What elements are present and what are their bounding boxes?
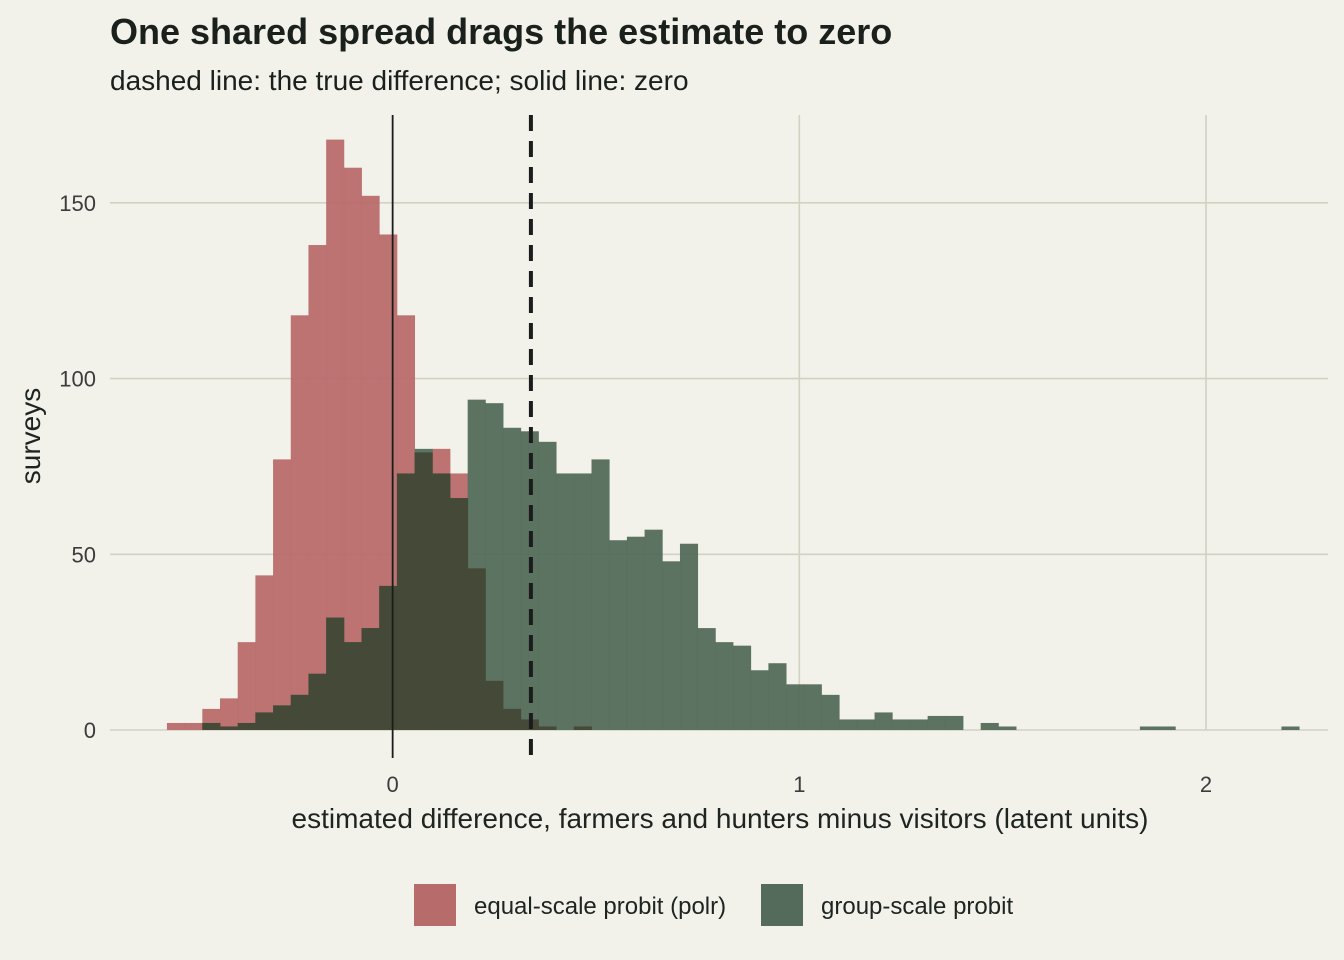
- bar-overlap: [467, 568, 486, 730]
- x-tick-label: 0: [387, 772, 399, 797]
- bar-overlap: [237, 722, 256, 730]
- legend-swatch-equal-scale: [414, 884, 456, 926]
- bar-group-scale: [821, 694, 840, 730]
- bar-overlap: [414, 452, 433, 730]
- bar-overlap: [396, 473, 416, 730]
- bar-equal-scale: [326, 139, 345, 731]
- bar-group-scale: [503, 427, 522, 730]
- bar-group-scale: [803, 684, 822, 730]
- bar-group-scale: [556, 473, 575, 730]
- bar-group-scale: [1157, 726, 1176, 730]
- x-axis-title: estimated difference, farmers and hunter…: [292, 803, 1149, 834]
- bar-group-scale: [538, 441, 557, 730]
- bar-group-scale: [980, 722, 999, 730]
- bar-equal-scale: [308, 245, 327, 730]
- bar-overlap: [379, 585, 398, 730]
- bar-group-scale: [892, 719, 911, 730]
- bar-group-scale: [520, 431, 539, 730]
- tick-labels: 0 50 100 150 0 1 2: [59, 191, 1212, 797]
- x-tick-label: 2: [1200, 772, 1212, 797]
- bar-equal-scale: [220, 698, 239, 730]
- bar-group-scale: [856, 719, 875, 730]
- reference-lines: [391, 115, 533, 758]
- bar-overlap: [202, 722, 221, 730]
- bar-equal-scale: [255, 575, 274, 730]
- bar-group-scale: [998, 726, 1017, 730]
- bar-group-scale: [697, 628, 716, 730]
- bar-overlap: [449, 498, 469, 730]
- bar-group-scale: [679, 543, 699, 730]
- y-tick-label: 150: [59, 191, 96, 216]
- bar-group-scale: [786, 684, 805, 730]
- legend: equal-scale probit (polr) group-scale pr…: [414, 884, 1013, 926]
- bar-group-scale: [485, 403, 504, 730]
- bar-overlap: [273, 705, 292, 730]
- chart-subtitle: dashed line: the true difference; solid …: [110, 65, 689, 96]
- bar-overlap: [361, 628, 380, 730]
- bar-equal-scale: [184, 722, 203, 730]
- bar-group-scale: [750, 670, 769, 730]
- bar-overlap: [326, 617, 345, 730]
- bar-group-scale: [626, 536, 645, 730]
- bar-group-scale: [768, 663, 787, 730]
- legend-label-equal-scale: equal-scale probit (polr): [474, 893, 726, 920]
- y-axis-title: surveys: [15, 388, 46, 484]
- x-tick-label: 1: [793, 772, 805, 797]
- bar-equal-scale: [237, 642, 256, 730]
- y-tick-label: 50: [72, 542, 96, 567]
- bar-group-scale: [591, 459, 610, 730]
- bar-equal-scale: [166, 722, 186, 730]
- bar-overlap: [308, 673, 327, 730]
- bar-group-scale: [662, 561, 681, 730]
- bar-equal-scale: [273, 459, 292, 730]
- bar-overlap: [538, 726, 557, 730]
- bar-equal-scale: [343, 167, 362, 730]
- bar-overlap: [220, 726, 239, 730]
- bar-group-scale: [733, 645, 752, 730]
- bar-overlap: [432, 473, 451, 730]
- bar-group-scale: [573, 473, 592, 730]
- bar-group-scale: [609, 540, 628, 730]
- bar-group-scale: [874, 712, 893, 730]
- bar-overlap: [485, 680, 504, 730]
- bar-group-scale: [927, 715, 946, 730]
- bar-group-scale: [1139, 726, 1159, 730]
- bar-group-scale: [945, 715, 964, 730]
- legend-label-group-scale: group-scale probit: [821, 893, 1013, 920]
- bar-group-scale: [1281, 726, 1300, 730]
- bar-group-scale: [909, 719, 929, 730]
- bar-overlap: [503, 708, 522, 730]
- bar-group-scale: [839, 719, 858, 730]
- bar-overlap: [343, 642, 362, 730]
- bar-equal-scale: [361, 195, 380, 731]
- bar-group-scale: [644, 529, 663, 730]
- y-tick-label: 0: [84, 718, 96, 743]
- chart-title: One shared spread drags the estimate to …: [110, 11, 892, 52]
- bar-group-scale: [715, 642, 734, 730]
- bar-overlap: [573, 726, 592, 730]
- bar-overlap: [290, 694, 309, 730]
- bar-overlap: [255, 712, 274, 730]
- bar-equal-scale: [290, 315, 309, 730]
- histogram-bars: [166, 139, 1300, 731]
- y-tick-label: 100: [59, 367, 96, 392]
- legend-swatch-group-scale: [761, 884, 803, 926]
